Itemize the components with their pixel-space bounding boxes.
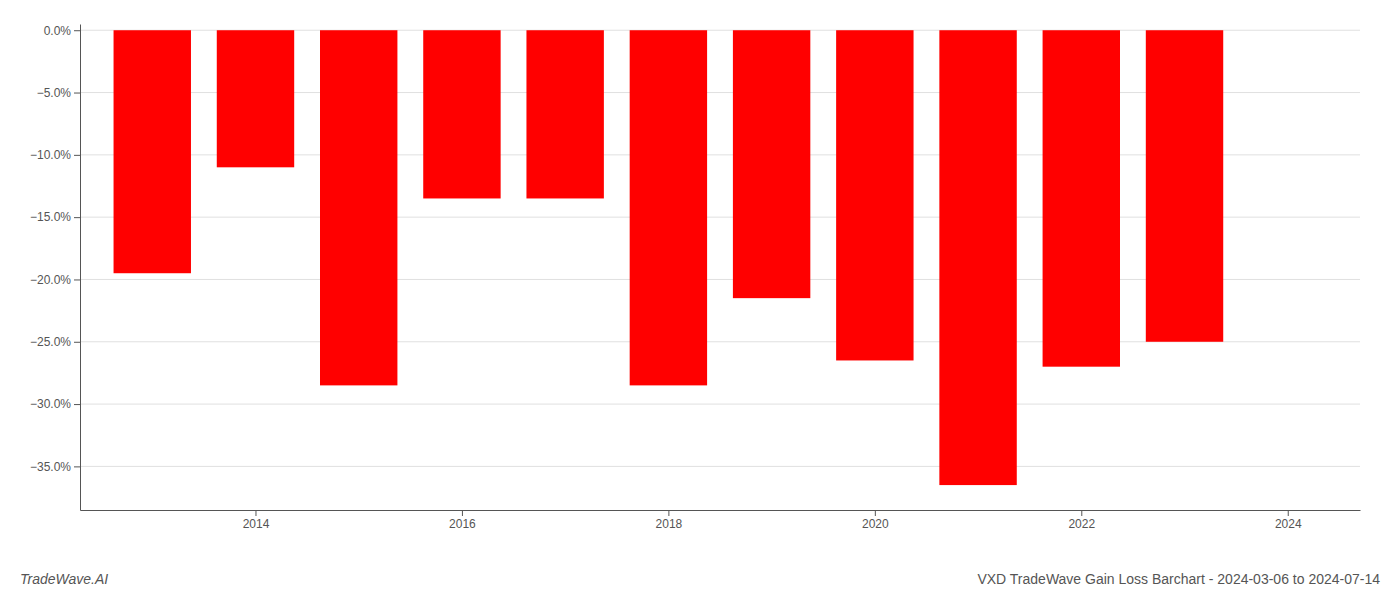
- chart-root: 0.0% −5.0% −10.0% −15.0% −20.0% −25.0% −30.0% −…: [0, 0, 1400, 600]
- x-tick-mark: [462, 510, 463, 516]
- y-tick-mark: [74, 93, 80, 94]
- y-tick: −15.0%: [30, 210, 80, 224]
- x-tick-label: 2022: [1068, 517, 1095, 531]
- y-tick: −20.0%: [30, 273, 80, 287]
- plot-area: 0.0% −5.0% −10.0% −15.0% −20.0% −25.0% −30.0% −…: [30, 24, 1361, 531]
- y-tick-label: −5.0%: [37, 86, 72, 100]
- x-tick: 2018: [656, 510, 683, 531]
- y-tick-label: −20.0%: [30, 273, 71, 287]
- y-axis-line: [80, 25, 81, 511]
- x-axis: 2014 2016 2018 2020 2022 2024: [81, 510, 1361, 531]
- x-tick-label: 2014: [243, 517, 270, 531]
- bar: [1146, 30, 1223, 342]
- bar: [114, 30, 191, 273]
- y-tick: 0.0%: [44, 24, 80, 38]
- x-tick-mark: [1288, 510, 1289, 516]
- x-tick-mark: [875, 510, 876, 516]
- y-tick-label: 0.0%: [44, 24, 72, 38]
- x-tick-label: 2024: [1275, 517, 1302, 531]
- x-tick: 2024: [1275, 510, 1302, 531]
- y-tick: −35.0%: [30, 460, 80, 474]
- bar: [836, 30, 913, 360]
- x-tick: 2020: [862, 510, 889, 531]
- y-tick-mark: [74, 279, 80, 280]
- bar: [423, 30, 500, 198]
- grid-line: [80, 404, 1360, 405]
- x-axis-line: [81, 510, 1361, 511]
- x-tick-label: 2020: [862, 517, 889, 531]
- x-tick-mark: [1081, 510, 1082, 516]
- y-axis: 0.0% −5.0% −10.0% −15.0% −20.0% −25.0% −30.0% −…: [30, 24, 81, 511]
- x-tick: 2014: [243, 510, 270, 531]
- grid: [80, 30, 1360, 466]
- y-tick-mark: [74, 155, 80, 156]
- y-tick-label: −25.0%: [30, 335, 71, 349]
- bar: [526, 30, 603, 198]
- y-tick: −5.0%: [37, 86, 80, 100]
- y-tick-mark: [74, 342, 80, 343]
- bar: [1043, 30, 1120, 366]
- y-tick: −25.0%: [30, 335, 80, 349]
- y-tick-label: −10.0%: [30, 148, 71, 162]
- grid-line: [80, 466, 1360, 467]
- bars: [114, 30, 1224, 485]
- x-tick-label: 2016: [449, 517, 476, 531]
- x-tick: 2022: [1068, 510, 1095, 531]
- y-tick-mark: [74, 217, 80, 218]
- bar: [630, 30, 707, 385]
- x-tick-mark: [668, 510, 669, 516]
- y-tick-label: −15.0%: [30, 210, 71, 224]
- x-tick-label: 2018: [656, 517, 683, 531]
- x-tick-mark: [255, 510, 256, 516]
- y-tick: −10.0%: [30, 148, 80, 162]
- x-tick: 2016: [449, 510, 476, 531]
- bar: [217, 30, 294, 167]
- bar: [320, 30, 397, 385]
- y-tick: −30.0%: [30, 397, 80, 411]
- y-tick-label: −30.0%: [30, 397, 71, 411]
- watermark: TradeWave.AI: [20, 571, 108, 587]
- y-tick-label: −35.0%: [30, 460, 71, 474]
- bar: [939, 30, 1016, 485]
- y-tick-mark: [74, 30, 80, 31]
- y-tick-mark: [74, 404, 80, 405]
- y-tick-mark: [74, 466, 80, 467]
- title: VXD TradeWave Gain Loss Barchart - 2024-…: [977, 571, 1380, 587]
- bar: [733, 30, 810, 298]
